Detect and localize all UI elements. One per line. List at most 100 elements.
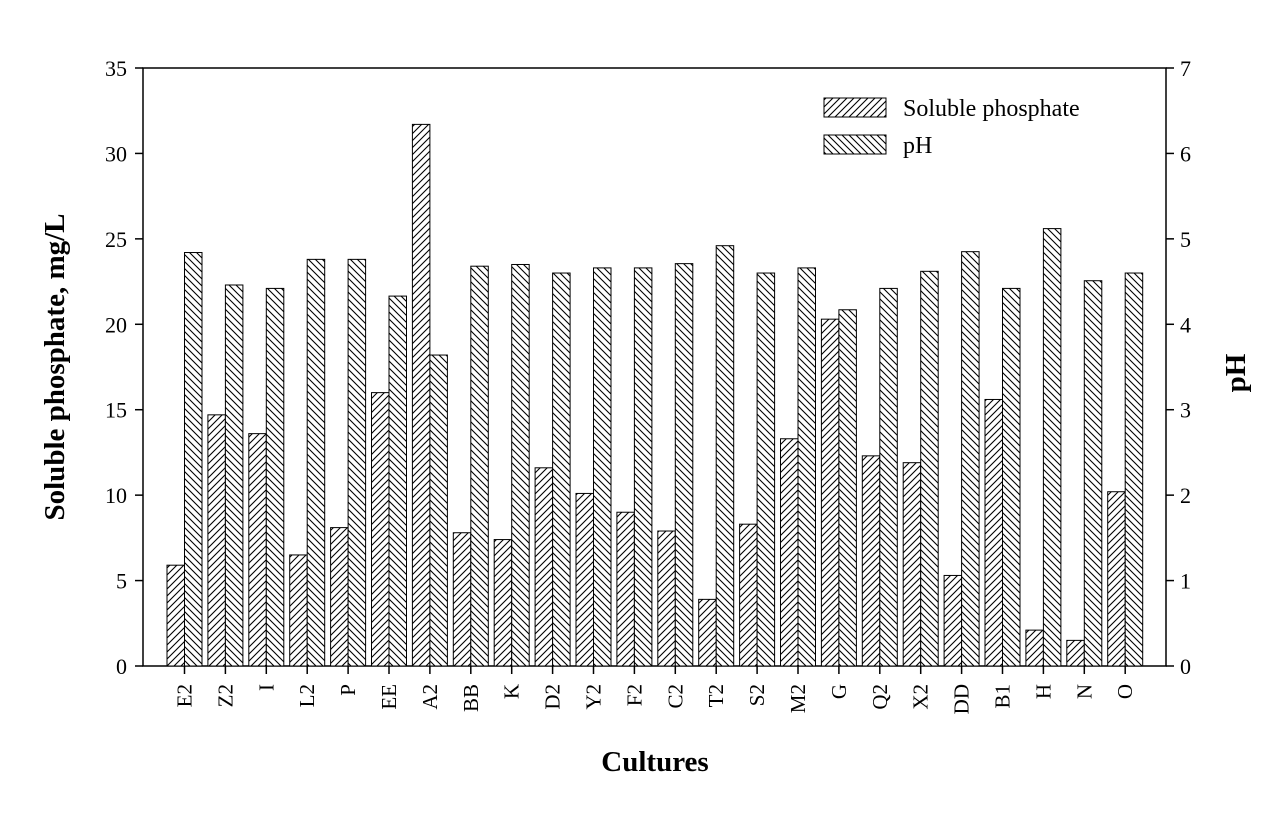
bar-soluble-phosphate-a2 [411,123,431,667]
x-category-label-p: P [336,684,360,696]
x-category-label-q2: Q2 [868,684,892,710]
x-category-label-t2: T2 [704,684,728,707]
bar-soluble-phosphate-t2 [698,598,717,667]
bar-ph-i [265,287,285,667]
x-category-label-dd: DD [950,684,974,714]
bar-ph-bb [470,265,489,667]
bar-soluble-phosphate-x2 [902,462,922,667]
bar-ph-s2 [756,272,776,667]
x-category-label-i: I [254,684,278,691]
bar-soluble-phosphate-dd [943,574,963,667]
bar-ph-p [347,258,367,667]
x-category-label-z2: Z2 [213,684,237,707]
x-category-label-b1: B1 [991,684,1015,709]
ph-bars [184,228,1144,667]
legend: Soluble phosphate pH [823,96,1080,159]
left-tick-label: 25 [105,227,127,252]
x-category-label-d2: D2 [541,684,565,710]
bar-soluble-phosphate-f2 [616,511,635,667]
bar-soluble-phosphate-g [820,318,840,667]
bar-ph-n [1083,280,1103,667]
bar-soluble-phosphate-q2 [861,455,881,667]
bar-soluble-phosphate-l2 [289,554,308,667]
bar-ph-h [1042,228,1062,667]
bar-soluble-phosphate-k [493,539,513,667]
bar-ph-dd [961,251,980,667]
x-category-label-h: H [1031,684,1055,699]
legend-swatch-ph [823,134,887,155]
bar-soluble-phosphate-n [1066,639,1085,667]
left-tick-label: 10 [105,483,127,508]
bar-soluble-phosphate-b1 [984,398,1003,667]
bar-soluble-phosphate-d2 [534,467,554,667]
bar-ph-g [838,309,857,667]
x-category-label-c2: C2 [663,684,687,709]
right-tick-label: 5 [1180,227,1191,252]
left-tick-label: 5 [116,569,127,594]
y2-axis-title: pH [1220,353,1252,392]
x-category-label-k: K [500,684,524,699]
bar-ph-m2 [797,267,816,667]
right-tick-label: 4 [1180,312,1191,337]
bar-ph-k [511,263,530,667]
x-category-label-f2: F2 [622,684,646,706]
right-tick-label: 3 [1180,398,1191,423]
bar-ph-ee [388,295,407,667]
legend-label-soluble-phosphate: Soluble phosphate [903,96,1080,122]
x-category-label-s2: S2 [745,684,769,706]
x-category-label-e2: E2 [173,684,197,707]
bar-soluble-phosphate-bb [452,532,472,667]
bar-ph-e2 [184,252,203,667]
left-tick-label: 35 [105,56,127,81]
x-category-label-o: O [1113,684,1137,699]
bar-soluble-phosphate-y2 [575,492,594,667]
right-tick-label: 7 [1180,56,1191,81]
soluble-phosphate-bars [166,123,1126,667]
x-category-label-n: N [1072,684,1096,699]
x-category-label-a2: A2 [418,684,442,710]
bar-ph-b1 [1002,287,1021,667]
left-tick-label: 30 [105,141,127,166]
left-axis-ticks: 0 5 10 15 20 25 30 35 [105,56,143,679]
x-category-label-g: G [827,684,851,699]
bar-soluble-phosphate-h [1025,629,1044,667]
legend-swatch-soluble-phosphate [823,97,887,118]
bar-soluble-phosphate-i [248,433,267,667]
x-axis-title: Cultures [601,746,708,778]
bar-soluble-phosphate-s2 [739,523,758,667]
x-axis-categories: E2 Z2 I L2 P EE A2 BB K D2 Y2 F2 C2 T2 S2 M2 G Q2 X2 DD B1 H N… [173,666,1137,714]
bar-ph-q2 [879,287,898,667]
plot-frame [142,67,1167,667]
bar-soluble-phosphate-m2 [780,438,799,667]
bar-soluble-phosphate-o [1107,491,1126,667]
left-tick-label: 15 [105,398,127,423]
x-category-label-m2: M2 [786,684,810,713]
bar-ph-d2 [552,272,571,667]
x-category-label-ee: EE [377,684,401,710]
bar-ph-y2 [593,267,612,667]
bar-ph-x2 [920,270,939,667]
bar-ph-a2 [429,354,448,667]
bar-ph-t2 [715,245,735,667]
bar-ph-f2 [633,267,653,667]
x-category-label-l2: L2 [295,684,319,707]
right-tick-label: 2 [1180,483,1191,508]
right-axis-ticks: 0 1 2 3 4 5 6 7 [1166,56,1191,679]
x-category-label-y2: Y2 [582,684,606,710]
right-tick-label: 1 [1180,569,1191,594]
legend-label-ph: pH [903,133,932,159]
bar-soluble-phosphate-c2 [657,530,676,667]
bar-ph-o [1124,272,1144,667]
right-tick-label: 6 [1180,141,1191,166]
bar-soluble-phosphate-e2 [166,564,185,667]
x-category-label-bb: BB [459,684,483,712]
left-tick-label: 0 [116,654,127,679]
bar-soluble-phosphate-z2 [207,414,226,667]
bar-ph-l2 [306,258,326,667]
right-tick-label: 0 [1180,654,1191,679]
left-tick-label: 20 [105,312,127,337]
y-axis-title: Soluble phosphate, mg/L [39,213,71,520]
bar-soluble-phosphate-ee [371,392,390,667]
bar-ph-c2 [674,263,694,667]
